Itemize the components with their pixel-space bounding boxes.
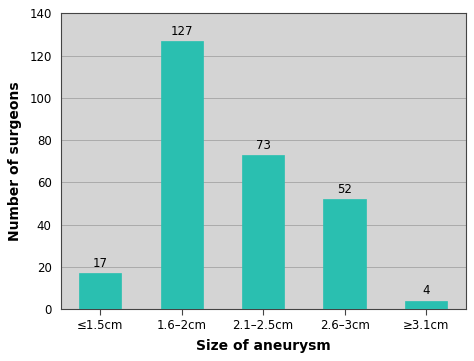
Text: 17: 17 [93,257,108,270]
Bar [242,155,284,309]
Bar [323,199,366,309]
Text: 4: 4 [422,284,430,297]
Bar [79,273,121,309]
Text: 52: 52 [337,183,352,196]
Bar [161,41,203,309]
X-axis label: Size of aneurysm: Size of aneurysm [196,339,330,353]
Text: 127: 127 [171,25,193,38]
Bar [405,301,447,309]
Text: 73: 73 [256,139,271,152]
Y-axis label: Number of surgeons: Number of surgeons [9,81,22,241]
